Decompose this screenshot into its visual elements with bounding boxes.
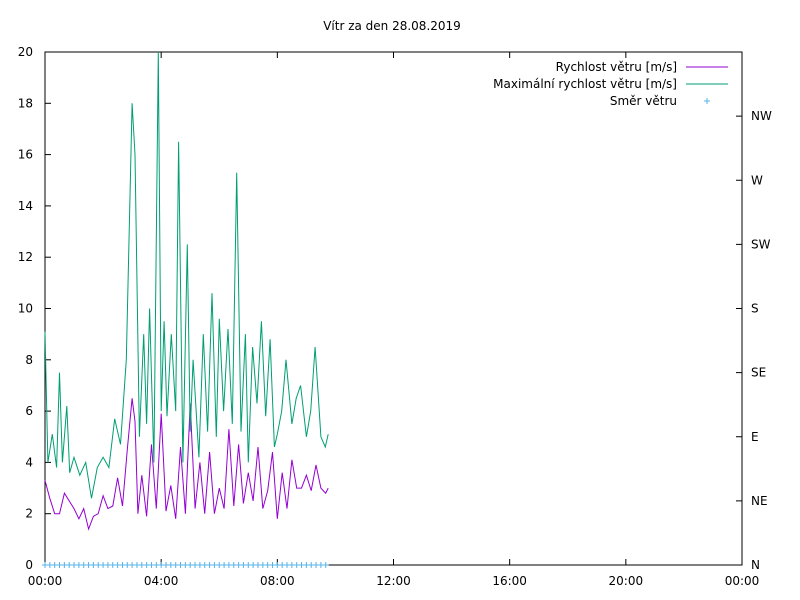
y2-tick-label: N (751, 558, 760, 572)
x-tick-label: 00:00 (28, 574, 63, 588)
x-tick-label: 12:00 (376, 574, 411, 588)
x-tick-label: 16:00 (492, 574, 527, 588)
y2-tick-label: SW (751, 237, 771, 251)
y2-tick-label: NW (751, 109, 772, 123)
y-tick-label: 6 (25, 404, 33, 418)
series-point (322, 562, 329, 568)
legend-swatch-point (704, 98, 710, 104)
legend-label: Maximální rychlost větru [m/s] (493, 77, 677, 91)
x-tick-label: 00:00 (725, 574, 760, 588)
y-tick-label: 10 (18, 302, 33, 316)
series-layer (42, 51, 329, 568)
series-points-2 (42, 562, 329, 568)
y-tick-label: 18 (18, 96, 33, 110)
series-line-1 (44, 51, 329, 499)
y-tick-label: 12 (18, 250, 33, 264)
x-tick-label: 08:00 (260, 574, 295, 588)
chart-title: Vítr za den 28.08.2019 (323, 19, 461, 33)
x-tick-label: 04:00 (144, 574, 179, 588)
y2-tick-label: W (751, 173, 763, 187)
y2-tick-label: S (751, 302, 759, 316)
y-tick-label: 4 (25, 455, 33, 469)
legend: Rychlost větru [m/s] Maximální rychlost v… (493, 60, 728, 108)
y-tick-label: 14 (18, 199, 33, 213)
y-axis-left: 0 2 4 6 8 10 12 14 16 18 20 (18, 45, 51, 572)
y-tick-label: 8 (25, 353, 33, 367)
series-line-0 (44, 398, 329, 531)
y2-tick-label: NE (751, 494, 768, 508)
legend-label: Rychlost větru [m/s] (556, 60, 677, 74)
x-tick-label: 20:00 (609, 574, 644, 588)
y2-tick-label: SE (751, 366, 766, 380)
y-tick-label: 20 (18, 45, 33, 59)
y-tick-label: 2 (25, 507, 33, 521)
y-tick-label: 0 (25, 558, 33, 572)
legend-label: Směr větru (610, 94, 677, 108)
x-axis: 00:00 04:00 08:00 12:00 16:00 20:00 00:00 (28, 52, 760, 588)
y-axis-right: N NE E SE S SW W NW (736, 109, 772, 572)
y2-tick-label: E (751, 430, 759, 444)
y-tick-label: 16 (18, 148, 33, 162)
